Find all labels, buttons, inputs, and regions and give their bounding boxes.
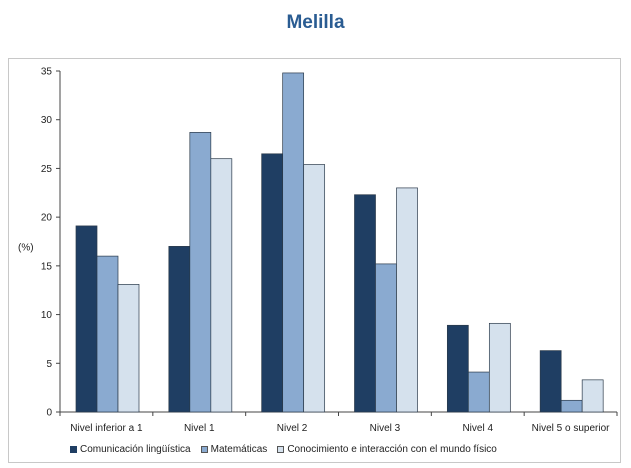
legend-swatch-comunicacion: [70, 446, 77, 453]
bar: [117, 284, 140, 413]
y-tick-label: 10: [41, 310, 53, 321]
bar: [282, 72, 305, 413]
bar: [354, 194, 376, 413]
bar: [446, 324, 469, 413]
bar: [467, 371, 490, 413]
bar: [539, 350, 562, 413]
category-label: Nivel inferior a 1: [70, 423, 143, 434]
bar: [375, 263, 397, 413]
legend-label-conocimiento: Conocimiento e interacción con el mundo …: [287, 444, 497, 455]
category-label: Nivel 4: [462, 423, 493, 434]
y-tick-label: 25: [41, 164, 53, 175]
y-tick-label: 15: [41, 261, 53, 272]
legend-label-matematicas: Matemáticas: [210, 444, 268, 455]
bar: [210, 158, 233, 413]
legend-swatch-matematicas: [200, 446, 208, 453]
y-tick-label: 30: [41, 115, 53, 126]
y-tick-label: 5: [46, 359, 52, 370]
chart-title: Melilla: [286, 12, 345, 33]
bar: [560, 399, 583, 413]
y-tick-label: 35: [41, 67, 53, 78]
y-tick-label: 0: [46, 408, 52, 419]
bar: [261, 153, 284, 413]
bar: [168, 246, 191, 413]
bar: [75, 225, 98, 413]
chart-frame: [8, 58, 621, 463]
y-axis-label: (%): [18, 242, 34, 253]
category-label: Nivel 1: [184, 423, 215, 434]
legend-label-comunicacion: Comunicación lingüística: [80, 444, 191, 455]
bar: [303, 164, 326, 413]
bar: [488, 322, 511, 413]
legend: Comunicación lingüística Matemáticas Con…: [70, 444, 610, 455]
category-label: Nivel 2: [277, 423, 308, 434]
legend-swatch-conocimiento: [277, 446, 285, 453]
bar: [396, 187, 418, 413]
category-label: Nivel 3: [370, 423, 401, 434]
legend-item-matematicas: Matemáticas: [200, 444, 268, 455]
bar: [581, 379, 604, 413]
bar: [189, 132, 212, 413]
legend-item-conocimiento: Conocimiento e interacción con el mundo …: [277, 444, 497, 455]
bar: [96, 255, 119, 413]
legend-item-comunicacion: Comunicación lingüística: [70, 444, 191, 455]
category-label: Nivel 5 o superior: [532, 423, 610, 434]
y-tick-label: 20: [41, 213, 53, 224]
